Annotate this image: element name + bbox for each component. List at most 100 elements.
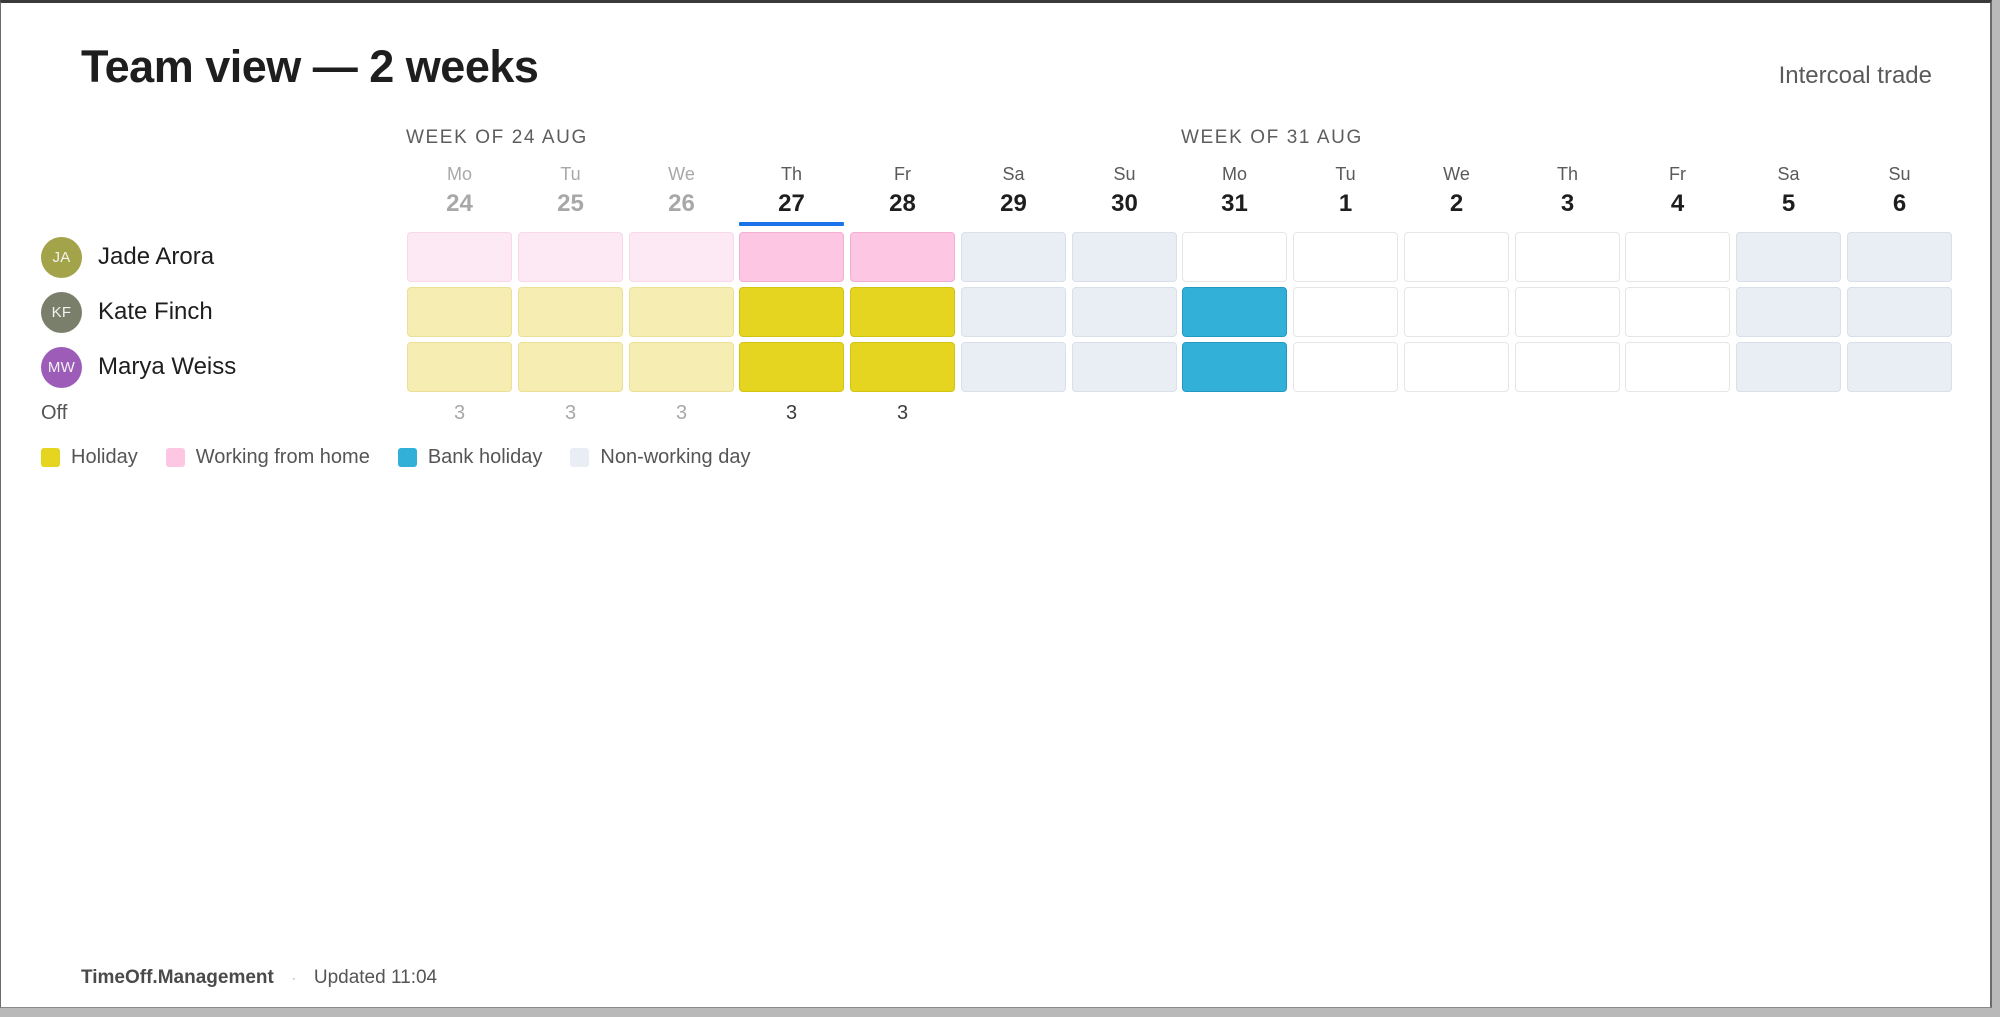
day-cell-hol[interactable] [739, 342, 844, 392]
day-number: 24 [446, 190, 473, 217]
day-header[interactable]: Mo 24 [407, 163, 512, 219]
employee-name[interactable]: Jade Arora [98, 243, 215, 270]
day-cell-hol[interactable] [850, 287, 955, 337]
day-of-week: Th [780, 164, 802, 184]
day-cell-nw[interactable] [1072, 287, 1177, 337]
day-header[interactable]: Tu 25 [518, 163, 623, 219]
day-cell-wfh[interactable] [629, 232, 734, 282]
day-header[interactable]: Mo 31 [1182, 163, 1287, 219]
day-cell-nw[interactable] [961, 232, 1066, 282]
off-row-label: Off [41, 402, 68, 424]
day-cell-empty[interactable] [1404, 232, 1509, 282]
legend-swatch [165, 448, 185, 467]
day-cell-nw[interactable] [1847, 287, 1952, 337]
legend-item-bank: Bank holiday [397, 446, 542, 469]
day-cell-nw[interactable] [961, 342, 1066, 392]
day-cell-nw[interactable] [1847, 342, 1952, 392]
day-cell-wfh[interactable] [850, 232, 955, 282]
day-cell-empty[interactable] [1404, 342, 1509, 392]
day-cell-empty[interactable] [1625, 232, 1730, 282]
company-name: Intercoal trade [1778, 62, 1932, 89]
employee-row[interactable]: JA Jade Arora [41, 236, 214, 278]
day-cell-hol[interactable] [850, 342, 955, 392]
employee-name[interactable]: Marya Weiss [98, 353, 237, 380]
day-number: 5 [1781, 190, 1796, 217]
off-count: 3 [453, 402, 466, 424]
day-cell-nw[interactable] [1736, 342, 1841, 392]
day-cell-hol[interactable] [629, 342, 734, 392]
day-cell-wfh[interactable] [407, 232, 512, 282]
day-cell-nw[interactable] [961, 287, 1066, 337]
day-cell-empty[interactable] [1293, 287, 1398, 337]
day-cell-empty[interactable] [1293, 342, 1398, 392]
day-of-week: Tu [560, 164, 581, 184]
day-number: 6 [1892, 190, 1907, 217]
day-cell-nw[interactable] [1736, 232, 1841, 282]
day-header[interactable]: Su 6 [1847, 163, 1952, 219]
day-cell-empty[interactable] [1625, 287, 1730, 337]
day-cell-nw[interactable] [1847, 232, 1952, 282]
day-cell-empty[interactable] [1404, 287, 1509, 337]
day-cell-empty[interactable] [1515, 232, 1620, 282]
day-header[interactable]: Fr 28 [850, 163, 955, 219]
day-of-week: Fr [1669, 164, 1686, 184]
day-header[interactable]: We 2 [1404, 163, 1509, 219]
legend-label: Holiday [71, 446, 138, 468]
legend: Holiday Working from home Bank holiday Non-… [41, 446, 778, 469]
day-cell-empty[interactable] [1515, 342, 1620, 392]
day-cell-empty[interactable] [1515, 287, 1620, 337]
day-cell-nw[interactable] [1072, 342, 1177, 392]
legend-label: Non-working day [600, 446, 751, 468]
day-header[interactable]: Th 3 [1515, 163, 1620, 219]
day-number: 1 [1338, 190, 1353, 217]
day-cell-hol[interactable] [407, 342, 512, 392]
legend-swatch [570, 448, 590, 467]
legend-item-nw: Non-working day [570, 446, 750, 469]
avatar: KF [41, 291, 82, 333]
day-header[interactable]: Sa 29 [961, 163, 1066, 219]
day-cell-hol[interactable] [518, 342, 623, 392]
day-header[interactable]: Su 30 [1072, 163, 1177, 219]
off-count: 3 [675, 402, 688, 424]
day-number: 25 [557, 190, 584, 217]
day-number: 4 [1670, 190, 1685, 217]
day-header[interactable]: We 26 [629, 163, 734, 219]
day-number: 31 [1221, 190, 1248, 217]
legend-swatch [397, 448, 417, 467]
brand-name[interactable]: TimeOff.Management [81, 967, 274, 988]
employee-row[interactable]: MW Marya Weiss [41, 346, 236, 388]
day-number: 26 [668, 190, 695, 217]
day-cell-wfh[interactable] [518, 232, 623, 282]
off-count: 3 [785, 402, 798, 424]
day-of-week: Su [1113, 164, 1136, 184]
day-of-week: Th [1556, 164, 1578, 184]
day-number: 29 [1000, 190, 1027, 217]
day-cell-hol[interactable] [629, 287, 734, 337]
day-number: 3 [1560, 190, 1575, 217]
day-of-week: We [1443, 164, 1470, 184]
day-header[interactable]: Th 27 [739, 163, 844, 226]
employee-name[interactable]: Kate Finch [98, 298, 213, 325]
day-header[interactable]: Fr 4 [1625, 163, 1730, 219]
day-cell-hol[interactable] [739, 287, 844, 337]
day-cell-bank[interactable] [1182, 287, 1287, 337]
day-header[interactable]: Sa 5 [1736, 163, 1841, 219]
day-cell-nw[interactable] [1072, 232, 1177, 282]
day-cell-nw[interactable] [1736, 287, 1841, 337]
off-count: 3 [564, 402, 577, 424]
day-cell-empty[interactable] [1293, 232, 1398, 282]
day-cell-empty[interactable] [1625, 342, 1730, 392]
footer: TimeOff.Management · Updated 11:04 [81, 967, 437, 989]
day-number: 28 [889, 190, 916, 217]
day-cell-hol[interactable] [407, 287, 512, 337]
legend-item-hol: Holiday [41, 446, 138, 469]
day-header[interactable]: Tu 1 [1293, 163, 1398, 219]
day-of-week: Su [1888, 164, 1911, 184]
legend-label: Working from home [195, 446, 370, 468]
day-cell-wfh[interactable] [739, 232, 844, 282]
day-cell-empty[interactable] [1182, 232, 1287, 282]
day-cell-bank[interactable] [1182, 342, 1287, 392]
day-cell-hol[interactable] [518, 287, 623, 337]
employee-row[interactable]: KF Kate Finch [41, 291, 213, 333]
